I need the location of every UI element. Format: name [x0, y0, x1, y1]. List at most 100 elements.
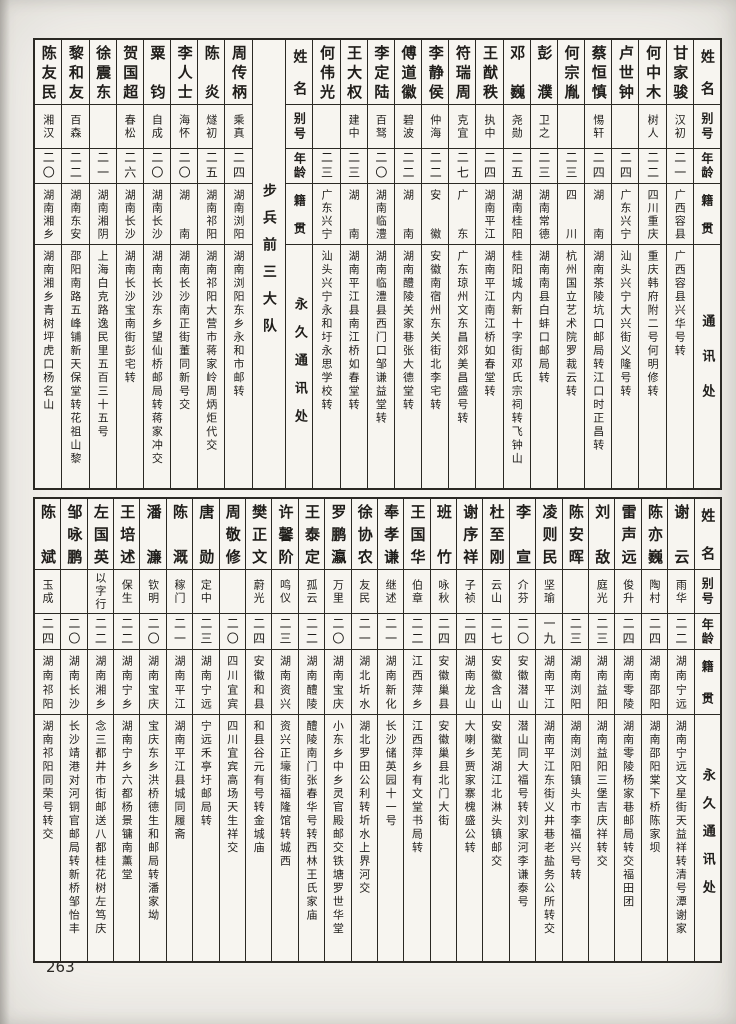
native-text: 湖南桂阳 [510, 189, 524, 239]
alias-cell: 燧初 [198, 105, 225, 149]
entry-column: 符瑞周 克宜 二七 广东 广东琼州文东昌郊美昌盛号转 [449, 40, 477, 488]
entry-column: 李人士 海怀 二〇 湖南 湖南长沙南正街董同新号交 [171, 40, 199, 488]
native-cell: 湖南桂阳 [503, 184, 530, 245]
name-text: 陈溉 [170, 504, 189, 564]
entry-column: 邹咏鹏 二〇 湖南长沙 长沙靖港对河铜官邮局转新桥邹怡丰 [61, 499, 88, 961]
native-cell: 江西萍乡 [404, 650, 430, 715]
age-cell: 二三 [557, 149, 585, 184]
native-text: 湖南龙山 [463, 655, 477, 709]
name-cell: 王猷秩 [476, 40, 503, 105]
roster-table-top: 姓名 别号 年龄 籍贯 通讯处 甘家骏 汉初 二一 广西容县 广西容县兴华号转 何中木 树人 二二 四川重… [33, 38, 722, 490]
age-text: 二二 [68, 151, 83, 181]
entry-column: 王泰定 孤云 二二 湖南醴陵 醴陵南门张春华号转西林王氏家庙 [298, 499, 326, 961]
alias-cell [219, 570, 245, 614]
address-cell: 潜山同大福号转刘家河李谦泰号 [510, 715, 535, 961]
name-text: 王泰定 [302, 504, 321, 564]
name-cell: 姓名 [694, 499, 720, 570]
entry-column: 傅道徽 碧波 二二 湖南 湖南醴陵关家巷张大德堂转 [394, 40, 423, 488]
address-cell: 念三都井市街邮送八都桂花树左笃庆 [88, 715, 113, 961]
native-text: 籍贯 [700, 660, 715, 704]
address-cell: 资兴正壕街福隆馆转城西 [272, 715, 297, 961]
entry-column: 贺国超 春松 二六 湖南长沙 湖南长沙宝南街彭宅转 [116, 40, 144, 488]
age-text: 二〇 [177, 151, 192, 181]
alias-text: 蔚光 [252, 578, 266, 605]
name-text: 雷声远 [619, 504, 638, 564]
age-cell: 二二 [87, 614, 114, 650]
native-cell: 湖南平江 [476, 184, 503, 245]
native-text: 湖南常德 [537, 189, 551, 239]
alias-cell: 春松 [116, 105, 143, 149]
alias-cell: 别号 [694, 570, 720, 614]
name-text: 李静侯 [426, 45, 445, 99]
address-cell: 湖南邵阳棠下桥陈家坝 [642, 715, 667, 961]
alias-cell: 俊升 [615, 570, 641, 614]
native-text: 安徽潜山 [516, 655, 530, 709]
age-text: 二三 [536, 151, 551, 181]
age-cell: 二六 [116, 149, 143, 184]
name-text: 甘家骏 [671, 45, 690, 99]
native-text: 安徽和县 [252, 655, 266, 709]
name-text: 李定陆 [372, 45, 391, 99]
age-cell: 二〇 [367, 149, 394, 184]
alias-cell: 海怀 [171, 105, 198, 149]
name-cell: 陈友民 [35, 40, 62, 105]
alias-cell [612, 105, 639, 149]
alias-cell: 子祯 [457, 570, 483, 614]
age-text: 二〇 [225, 616, 240, 647]
entry-column: 黎和友 百森 二二 湖南东安 邵阳南路五峰铺新天保堂转花祖山黎 [62, 40, 90, 488]
alias-cell: 乘真 [225, 105, 252, 149]
address-text: 湖南宁远文星街天益祥转清号潭谢家 [674, 720, 688, 936]
name-cell: 周敬修 [219, 499, 245, 570]
address-text: 潜山同大福号转刘家河李谦泰号 [516, 720, 530, 909]
age-text: 二三 [198, 616, 213, 647]
native-cell: 湖南临澧 [367, 184, 394, 245]
native-cell: 广西容县 [666, 184, 693, 245]
address-text: 湖南长沙宝南街彭宅转 [123, 250, 137, 385]
age-cell: 年龄 [693, 149, 720, 184]
alias-text: 钦明 [146, 578, 160, 605]
name-cell: 周传柄 [225, 40, 252, 105]
name-text: 贺国超 [121, 45, 140, 99]
age-cell: 二二 [298, 614, 325, 650]
name-text: 王猷秩 [481, 45, 500, 99]
name-cell: 班竹 [430, 499, 457, 570]
age-text: 二四 [482, 151, 497, 181]
entry-column: 奉孝谦 继述 二一 湖南新化 长沙储英园十一号 [377, 499, 405, 961]
name-cell: 刘敌 [589, 499, 615, 570]
native-cell: 湖南 [394, 184, 422, 245]
age-text: 年龄 [699, 152, 714, 180]
alias-text: 仲海 [428, 113, 442, 140]
address-text: 湖北罗田公利转圻水上界河交 [357, 720, 371, 896]
entry-column: 杜至刚 云山 二七 安徽含山 安徽芜湖江北淋头镇邮交 [483, 499, 510, 961]
name-text: 邓巍 [508, 45, 527, 99]
name-cell: 徐协农 [351, 499, 377, 570]
alias-cell: 鸣仪 [272, 570, 298, 614]
name-text: 彭濮 [535, 45, 554, 99]
address-text: 湖南零陵杨家巷邮局转交福田团 [621, 720, 635, 909]
alias-text: 庭光 [595, 578, 609, 605]
address-text: 湖南祁阳大营市蒋家岭周炳炬代交 [204, 250, 218, 453]
alias-text: 云山 [489, 578, 503, 605]
entry-column: 班竹 咏秋 二四 安徽巢县 安徽巢县北门大街 [430, 499, 458, 961]
alias-cell: 仲海 [422, 105, 449, 149]
native-text: 四川重庆 [646, 189, 660, 239]
native-cell: 四川重庆 [639, 184, 666, 245]
native-cell: 安徽巢县 [430, 650, 457, 715]
entry-column: 陈亦巍 陶村 二四 湖南邵阳 湖南邵阳棠下桥陈家坝 [641, 499, 669, 961]
name-cell: 陈溉 [166, 499, 193, 570]
age-cell: 二二 [394, 149, 422, 184]
age-cell: 二一 [666, 149, 693, 184]
address-text: 湖南祁阳同荣号转交 [41, 720, 55, 842]
age-text: 二七 [455, 151, 470, 181]
age-text: 二四 [251, 616, 266, 647]
address-cell: 湖南长沙南正街董同新号交 [171, 245, 197, 488]
name-text: 陈炎 [202, 45, 221, 99]
name-cell: 李静侯 [422, 40, 449, 105]
age-cell: 二二 [668, 614, 694, 650]
alias-text: 雨华 [674, 578, 688, 605]
name-cell: 贺国超 [116, 40, 143, 105]
alias-text: 定中 [199, 578, 213, 605]
name-cell: 蔡恒慎 [585, 40, 612, 105]
alias-text: 春松 [123, 113, 137, 140]
